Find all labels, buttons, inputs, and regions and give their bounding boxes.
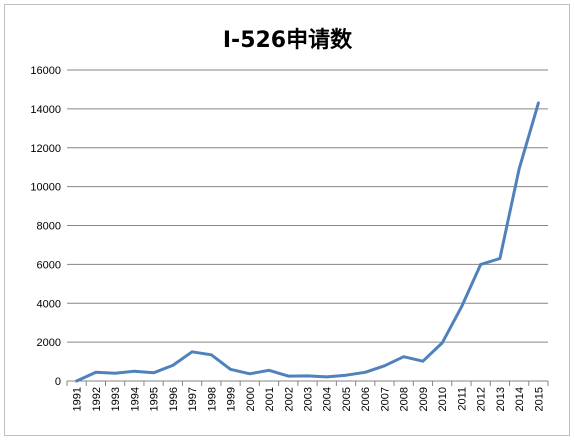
y-tick-label: 12000 bbox=[30, 143, 61, 155]
data-point bbox=[248, 372, 251, 376]
x-tick-label: 2000 bbox=[245, 387, 257, 411]
x-tick-label: 2015 bbox=[533, 387, 545, 411]
data-point bbox=[75, 379, 78, 383]
x-tick-label: 2012 bbox=[476, 387, 488, 411]
series-line bbox=[75, 101, 540, 383]
x-axis: 1991 1992 1993 1994 1995 1996 1997 1998 1999 2000… bbox=[66, 380, 549, 411]
gridlines bbox=[67, 69, 548, 343]
x-tick-label: 1996 bbox=[168, 387, 180, 411]
data-point bbox=[210, 353, 213, 356]
data-point bbox=[479, 263, 482, 266]
x-tick-label: 2010 bbox=[437, 387, 449, 411]
x-tick-label: 2005 bbox=[341, 387, 353, 411]
data-point bbox=[267, 369, 271, 372]
data-point bbox=[287, 374, 290, 378]
chart-frame bbox=[4, 4, 570, 436]
y-tick-label: 10000 bbox=[30, 182, 61, 194]
data-point bbox=[344, 373, 348, 377]
data-point bbox=[537, 101, 540, 105]
data-point bbox=[517, 167, 521, 171]
data-point bbox=[364, 371, 367, 374]
data-point bbox=[440, 341, 444, 345]
data-point bbox=[190, 350, 194, 354]
data-point bbox=[325, 375, 328, 379]
data-point bbox=[171, 364, 175, 367]
x-tick-label: 2014 bbox=[514, 387, 526, 411]
x-tick-label: 2013 bbox=[495, 387, 507, 411]
x-tick-label: 2004 bbox=[322, 387, 334, 411]
data-point bbox=[152, 371, 155, 375]
y-tick-label: 2000 bbox=[37, 337, 61, 349]
x-tick-label: 1998 bbox=[206, 387, 218, 411]
data-point bbox=[229, 368, 232, 371]
x-tick-label: 1994 bbox=[129, 387, 141, 411]
y-tick-label: 6000 bbox=[37, 259, 61, 271]
y-tick-label: 4000 bbox=[37, 298, 61, 310]
data-point bbox=[421, 359, 425, 363]
y-tick-label: 14000 bbox=[30, 104, 61, 116]
y-axis-tick-labels: 0 2000 4000 6000 8000 10000 12000 14000 16000 bbox=[30, 65, 61, 388]
x-tick-label: 2006 bbox=[360, 387, 372, 411]
chart-title: I-526申请数 bbox=[222, 28, 353, 53]
x-tick-label: 2007 bbox=[379, 387, 391, 411]
x-tick-label: 1997 bbox=[187, 387, 199, 411]
x-tick-label: 2008 bbox=[399, 387, 411, 411]
data-point bbox=[383, 364, 386, 368]
data-point bbox=[402, 355, 405, 358]
data-point bbox=[498, 257, 502, 260]
x-tick-label: 1993 bbox=[110, 387, 122, 411]
x-tick-label: 1992 bbox=[91, 387, 103, 411]
data-point bbox=[460, 305, 463, 309]
x-tick-label: 2011 bbox=[456, 387, 468, 411]
x-tick-label: 1991 bbox=[72, 387, 84, 411]
series-layer bbox=[75, 101, 540, 383]
y-tick-label: 8000 bbox=[37, 221, 61, 233]
data-point bbox=[133, 370, 136, 373]
x-tick-label: 2003 bbox=[303, 387, 315, 411]
data-point bbox=[113, 372, 117, 375]
y-tick-label: 16000 bbox=[30, 65, 61, 77]
x-tick-label: 1999 bbox=[226, 387, 238, 411]
x-tick-label: 1995 bbox=[149, 387, 161, 411]
y-tick-label: 0 bbox=[55, 376, 61, 388]
x-tick-label: 2009 bbox=[418, 387, 430, 411]
data-point bbox=[94, 371, 98, 374]
x-tick-label: 2001 bbox=[264, 387, 276, 411]
x-tick-label: 2002 bbox=[283, 387, 295, 411]
data-point bbox=[306, 374, 309, 378]
